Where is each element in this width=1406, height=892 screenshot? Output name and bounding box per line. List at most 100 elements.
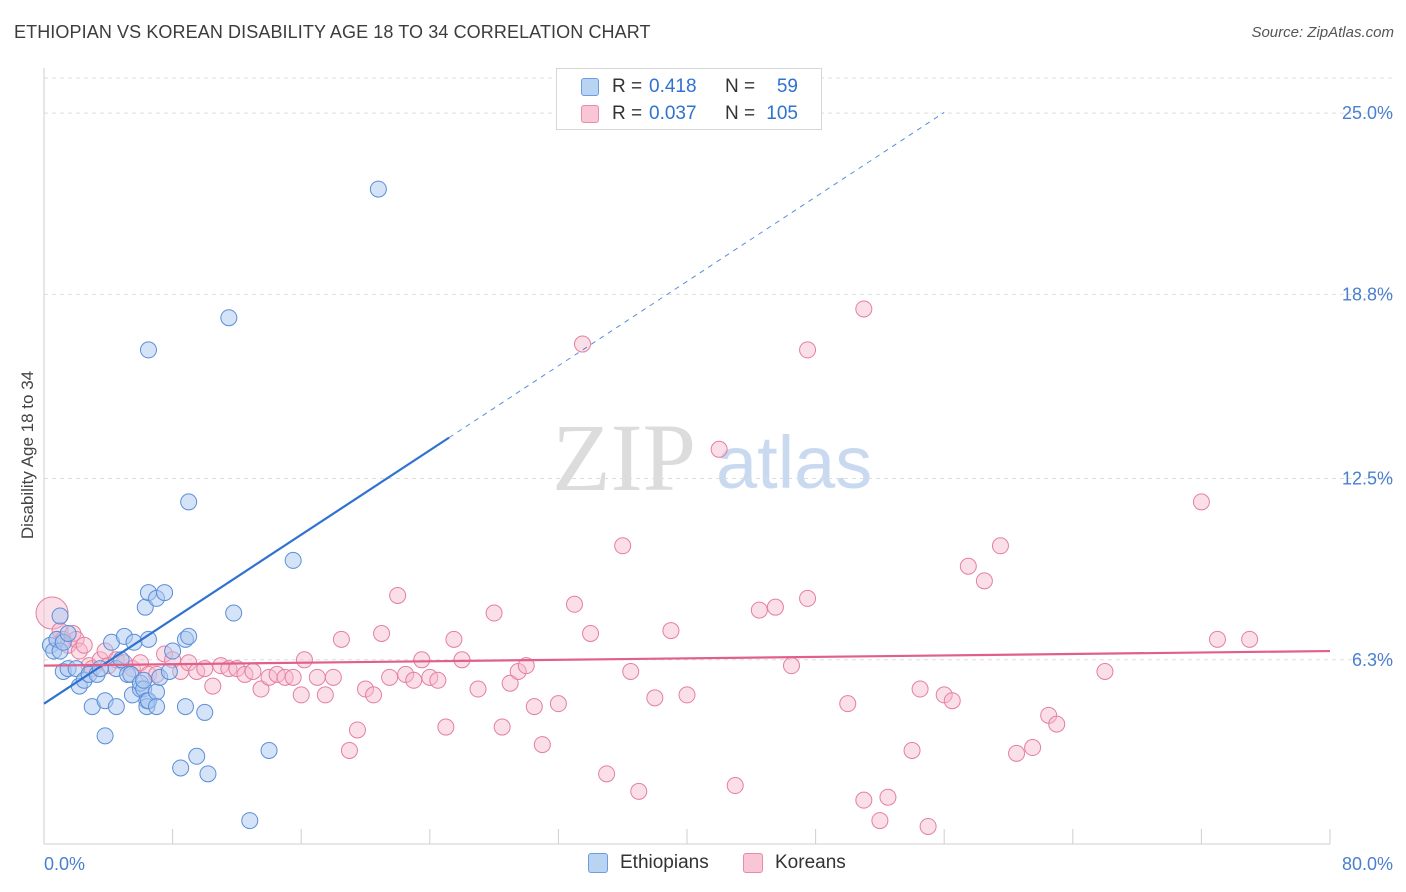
tick-labels: 6.3% 12.5% 18.8% 25.0% 0.0% 80.0% bbox=[44, 103, 1393, 874]
n-label: N = bbox=[725, 76, 756, 97]
korean-point bbox=[919, 817, 937, 835]
ethiopian-point bbox=[156, 584, 174, 602]
korean-point bbox=[381, 668, 399, 686]
legend-row-koreans: R = 0.037 N = 105 bbox=[557, 100, 821, 128]
korean-point bbox=[975, 572, 993, 590]
korean-point bbox=[710, 440, 728, 458]
korean-point bbox=[879, 788, 897, 806]
korean-point bbox=[437, 718, 455, 736]
korean-point bbox=[1048, 715, 1066, 733]
ethiopian-point bbox=[180, 493, 198, 511]
korean-point bbox=[1241, 630, 1259, 648]
r-label: R = bbox=[612, 103, 643, 124]
korean-point bbox=[517, 657, 535, 675]
korean-point bbox=[782, 657, 800, 675]
korean-point bbox=[582, 624, 600, 642]
x-tick-label: 80.0% bbox=[1342, 854, 1393, 874]
korean-point bbox=[903, 741, 921, 759]
ethiopian-point bbox=[135, 671, 153, 689]
korean-point bbox=[131, 654, 149, 672]
ethiopian-point bbox=[148, 683, 166, 701]
korean-point bbox=[405, 671, 423, 689]
korean-point bbox=[340, 741, 358, 759]
korean-point bbox=[726, 777, 744, 795]
watermark-atlas: atlas bbox=[716, 421, 872, 504]
korean-point bbox=[574, 335, 592, 353]
trend-lines bbox=[43, 112, 1331, 705]
r-value: 0.037 bbox=[649, 103, 697, 124]
ethiopian-points bbox=[41, 180, 387, 830]
korean-point bbox=[622, 663, 640, 681]
korean-point bbox=[855, 791, 873, 809]
korean-point bbox=[630, 782, 648, 800]
ethiopian-point bbox=[199, 765, 217, 783]
korean-point bbox=[445, 630, 463, 648]
korean-point bbox=[413, 651, 431, 669]
ethiopian-point bbox=[164, 642, 182, 660]
korean-point bbox=[389, 586, 407, 604]
korean-point bbox=[429, 671, 447, 689]
korean-point bbox=[959, 557, 977, 575]
axes bbox=[43, 68, 1331, 845]
korean-point bbox=[365, 686, 383, 704]
korean-point bbox=[292, 686, 310, 704]
ethiopian-point bbox=[188, 747, 206, 765]
korean-point bbox=[1096, 663, 1114, 681]
x-tick-label: 0.0% bbox=[44, 854, 85, 874]
korean-point bbox=[565, 595, 583, 613]
ethiopian-trend-extension bbox=[448, 112, 945, 439]
korean-point bbox=[750, 601, 768, 619]
korean-points bbox=[35, 300, 1259, 835]
ethiopian-point bbox=[59, 624, 77, 642]
ethiopian-point bbox=[160, 663, 178, 681]
korean-point bbox=[316, 686, 334, 704]
ethiopians-swatch bbox=[581, 78, 599, 96]
korean-point bbox=[75, 636, 93, 654]
korean-point bbox=[799, 341, 817, 359]
n-value: 105 bbox=[766, 103, 798, 124]
y-tick-label: 18.8% bbox=[1342, 284, 1393, 304]
korean-point bbox=[766, 598, 784, 616]
korean-point bbox=[911, 680, 929, 698]
korean-point bbox=[308, 668, 326, 686]
ethiopian-point bbox=[176, 698, 194, 716]
watermark: ZIP atlas bbox=[552, 404, 872, 511]
ethiopian-point bbox=[107, 698, 125, 716]
ethiopian-point bbox=[284, 551, 302, 569]
korean-point bbox=[501, 674, 519, 692]
korean-point bbox=[855, 300, 873, 318]
korean-point bbox=[614, 537, 632, 555]
ethiopian-point bbox=[51, 607, 69, 625]
series-legend: Ethiopians Koreans bbox=[0, 850, 1406, 878]
ethiopian-point bbox=[139, 341, 157, 359]
ethiopian-point bbox=[180, 627, 198, 645]
korean-point bbox=[1192, 493, 1210, 511]
korean-point bbox=[373, 624, 391, 642]
ethiopian-point bbox=[225, 604, 243, 622]
legend-label: Koreans bbox=[775, 852, 846, 873]
korean-point bbox=[485, 604, 503, 622]
ethiopian-point bbox=[260, 741, 278, 759]
ethiopian-point bbox=[96, 727, 114, 745]
ethiopian-point bbox=[196, 703, 214, 721]
korean-point bbox=[252, 680, 270, 698]
ethiopian-point bbox=[148, 698, 166, 716]
korean-point bbox=[493, 718, 511, 736]
korean-point bbox=[1008, 744, 1026, 762]
korean-point bbox=[204, 677, 222, 695]
legend-row-ethiopians: R = 0.418 N = 59 bbox=[557, 73, 821, 101]
n-label: N = bbox=[725, 103, 756, 124]
ethiopians-swatch bbox=[588, 853, 608, 873]
korean-point bbox=[244, 663, 262, 681]
koreans-swatch bbox=[581, 105, 599, 123]
y-tick-label: 25.0% bbox=[1342, 103, 1393, 123]
ethiopian-point bbox=[220, 309, 238, 327]
korean-point bbox=[943, 692, 961, 710]
korean-point bbox=[1208, 630, 1226, 648]
y-tick-label: 6.3% bbox=[1352, 650, 1393, 670]
korean-point bbox=[348, 721, 366, 739]
korean-point bbox=[332, 630, 350, 648]
korean-point bbox=[549, 695, 567, 713]
ethiopian-point bbox=[172, 759, 190, 777]
